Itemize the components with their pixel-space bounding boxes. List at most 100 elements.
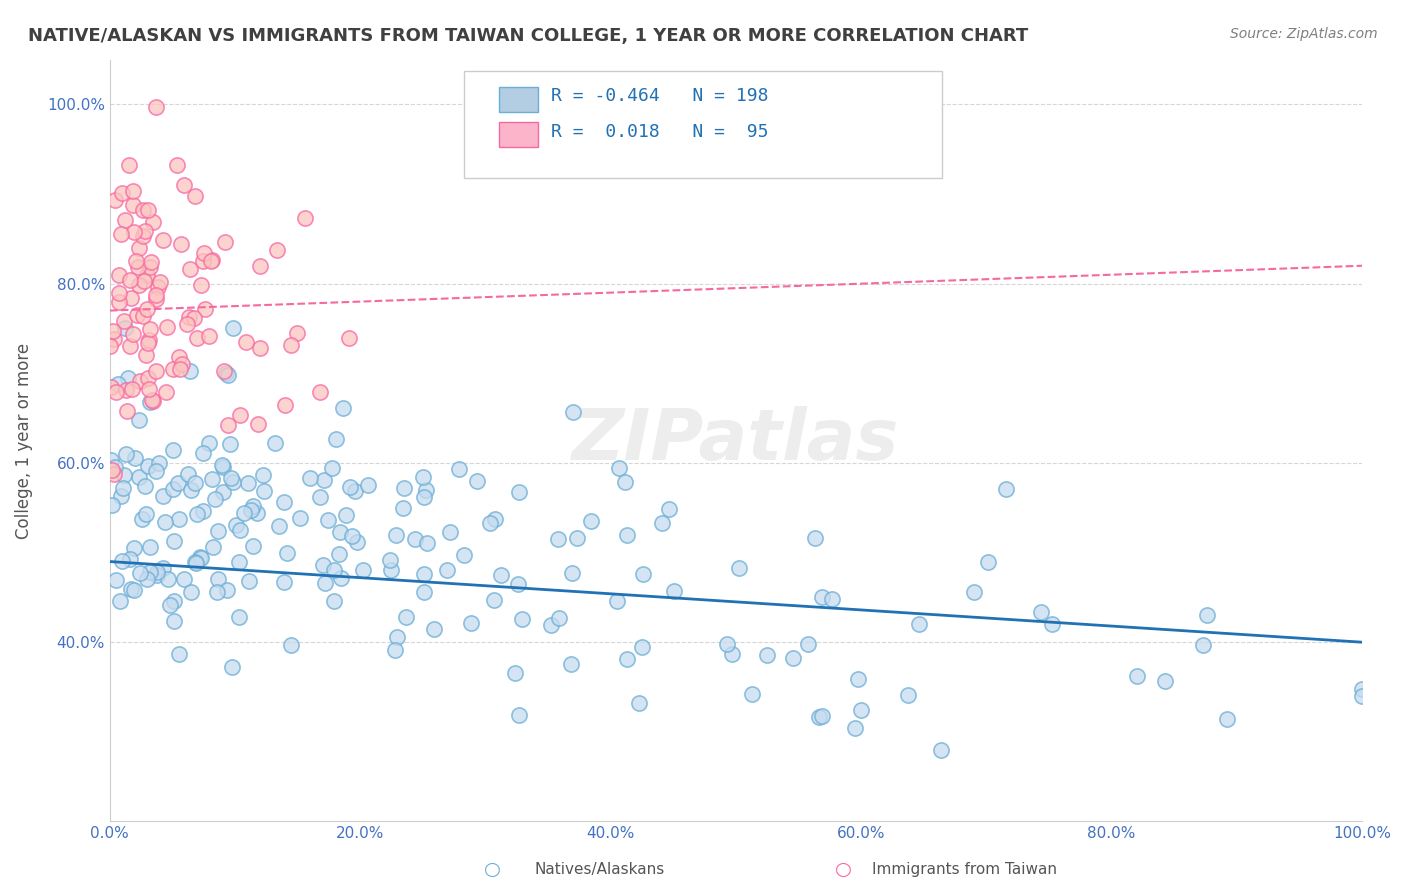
Point xyxy=(280,638,302,652)
Point xyxy=(179,364,201,378)
Point xyxy=(207,524,229,538)
Point xyxy=(134,478,156,492)
Point xyxy=(117,371,139,385)
Point xyxy=(200,254,222,268)
Point xyxy=(253,484,276,499)
Point xyxy=(163,615,186,629)
Point xyxy=(273,575,295,590)
Point xyxy=(139,322,162,336)
Point xyxy=(215,582,238,597)
Point xyxy=(114,212,136,227)
Point xyxy=(186,556,208,570)
Point xyxy=(416,536,439,550)
Text: ○: ○ xyxy=(484,860,501,880)
Point xyxy=(249,259,271,273)
Point xyxy=(721,647,744,661)
Point xyxy=(128,375,150,389)
Point xyxy=(217,368,239,382)
Point xyxy=(204,492,226,507)
Point xyxy=(141,392,163,407)
Point xyxy=(176,318,198,332)
Point xyxy=(125,308,148,322)
Point xyxy=(169,362,191,376)
Point xyxy=(963,585,986,599)
Point xyxy=(108,594,131,608)
Point xyxy=(167,351,190,365)
Point xyxy=(138,202,160,217)
Text: NATIVE/ALASKAN VS IMMIGRANTS FROM TAIWAN COLLEGE, 1 YEAR OR MORE CORRELATION CHA: NATIVE/ALASKAN VS IMMIGRANTS FROM TAIWAN… xyxy=(28,27,1028,45)
Point xyxy=(609,460,631,475)
Point xyxy=(252,468,274,483)
Point xyxy=(132,228,155,243)
Point xyxy=(190,278,212,293)
Point xyxy=(101,498,124,512)
Point xyxy=(247,417,270,432)
Point xyxy=(716,637,738,651)
Point xyxy=(1154,674,1177,689)
Point xyxy=(1351,689,1374,703)
Point xyxy=(103,467,125,482)
Point xyxy=(339,479,361,493)
Point xyxy=(235,335,257,350)
Point xyxy=(145,364,167,378)
Point xyxy=(741,687,763,701)
Point xyxy=(128,277,150,292)
Point xyxy=(1040,616,1063,631)
Point xyxy=(264,436,287,450)
Point xyxy=(337,331,360,345)
Point xyxy=(98,339,121,353)
Point xyxy=(124,450,146,465)
Point xyxy=(484,512,506,526)
Point xyxy=(342,529,364,543)
Text: R = -0.464   N = 198: R = -0.464 N = 198 xyxy=(551,87,769,105)
Point xyxy=(846,673,869,687)
Point xyxy=(782,650,804,665)
Point xyxy=(995,482,1018,496)
Point xyxy=(142,394,165,409)
Point xyxy=(138,394,160,409)
Point xyxy=(191,254,214,268)
Point xyxy=(728,561,751,575)
Point xyxy=(387,630,409,644)
Point xyxy=(207,572,229,586)
Point xyxy=(384,643,406,657)
Point xyxy=(222,321,245,335)
Point xyxy=(190,551,212,566)
Point xyxy=(391,500,413,515)
Point xyxy=(193,302,215,317)
Point xyxy=(1126,669,1149,683)
Point xyxy=(560,657,582,671)
Point xyxy=(811,590,834,604)
Point xyxy=(101,324,124,338)
Point xyxy=(118,158,141,172)
Point xyxy=(332,401,354,415)
Point xyxy=(152,233,174,247)
Point xyxy=(614,475,637,490)
Point xyxy=(378,553,401,567)
Point xyxy=(294,211,316,226)
Text: Source: ZipAtlas.com: Source: ZipAtlas.com xyxy=(1230,27,1378,41)
Y-axis label: College, 1 year or more: College, 1 year or more xyxy=(15,343,32,539)
Point xyxy=(380,563,402,577)
Point xyxy=(404,532,426,546)
Point xyxy=(110,489,132,503)
Point xyxy=(128,241,150,255)
Point xyxy=(1215,712,1237,726)
Text: ZIPatlas: ZIPatlas xyxy=(572,406,900,475)
Point xyxy=(186,331,208,345)
Point xyxy=(153,515,176,529)
Text: ○: ○ xyxy=(835,860,852,880)
Point xyxy=(122,541,145,555)
Point xyxy=(266,243,288,257)
Point xyxy=(214,235,236,249)
Point xyxy=(145,464,167,478)
Point xyxy=(138,382,160,396)
Point xyxy=(579,514,602,528)
Point xyxy=(851,703,873,717)
Point xyxy=(167,475,190,490)
Point xyxy=(218,436,240,450)
Point xyxy=(508,484,530,499)
Point xyxy=(238,574,260,589)
Point xyxy=(506,577,529,591)
Point xyxy=(136,335,159,350)
